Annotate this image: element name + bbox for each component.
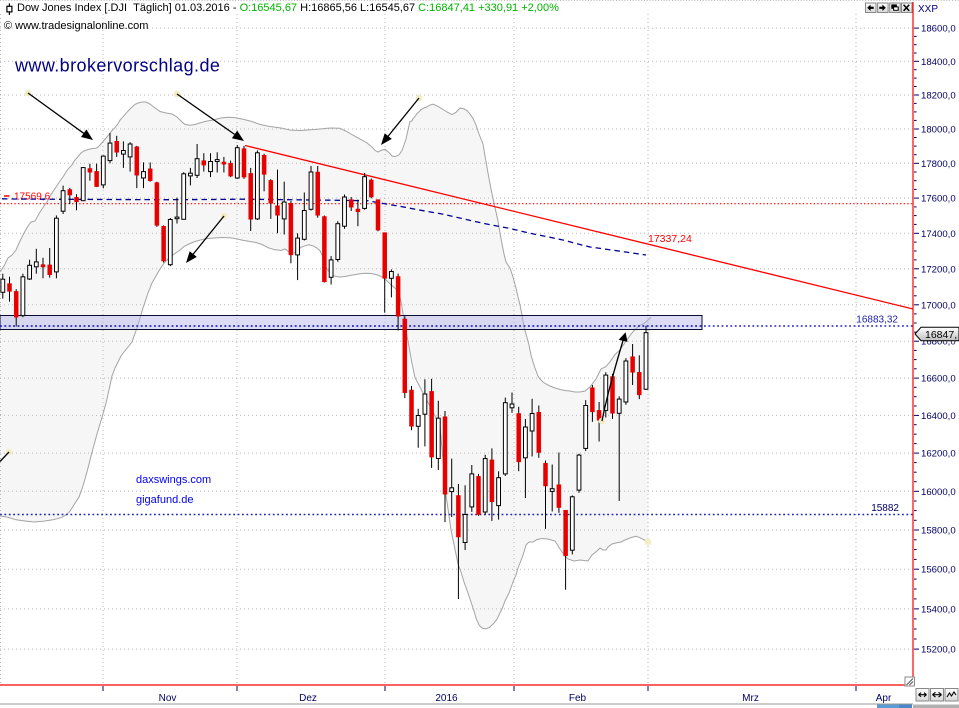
svg-text:Mrz: Mrz [742,693,759,704]
svg-text:17000,0: 17000,0 [921,300,956,311]
svg-text:Dez: Dez [299,693,317,704]
svg-text:daxswings.com: daxswings.com [136,474,211,486]
svg-text:XXP: XXP [918,4,938,15]
svg-text:17337,24: 17337,24 [648,233,692,245]
svg-text:16883,32: 16883,32 [856,315,898,326]
svg-text:18400,0: 18400,0 [921,57,956,68]
svg-text:18000,0: 18000,0 [921,125,956,136]
svg-text:15882: 15882 [871,503,899,514]
svg-text:16200,0: 16200,0 [921,449,956,460]
svg-text:2016: 2016 [435,693,458,704]
svg-text:Apr: Apr [876,693,892,704]
svg-text:15400,0: 15400,0 [921,604,956,615]
svg-text:15600,0: 15600,0 [921,565,956,576]
svg-text:17800,0: 17800,0 [921,159,956,170]
svg-text:Dow Jones Index [.DJI Täglich: Dow Jones Index [.DJI Täglich] 01.03.201… [17,2,559,14]
svg-text:18600,0: 18600,0 [921,24,956,35]
svg-text:17400,0: 17400,0 [921,229,956,240]
svg-text:17569,6: 17569,6 [14,192,51,203]
svg-text:16847,: 16847, [925,329,957,341]
svg-text:15200,0: 15200,0 [921,645,956,656]
svg-text:16800,0: 16800,0 [921,337,956,348]
svg-text:Nov: Nov [159,693,177,704]
svg-text:17600,0: 17600,0 [921,194,956,205]
svg-text:16000,0: 16000,0 [921,487,956,498]
svg-text:16600,0: 16600,0 [921,374,956,385]
svg-text:gigafund.de: gigafund.de [136,494,194,506]
svg-text:17200,0: 17200,0 [921,264,956,275]
svg-text:Feb: Feb [569,693,587,704]
svg-text:18200,0: 18200,0 [921,91,956,102]
svg-text:www.brokervorschlag.de: www.brokervorschlag.de [14,56,220,76]
svg-text:16400,0: 16400,0 [921,411,956,422]
svg-text:© www.tradesignalonline.com: © www.tradesignalonline.com [4,20,148,32]
svg-text:15800,0: 15800,0 [921,526,956,537]
